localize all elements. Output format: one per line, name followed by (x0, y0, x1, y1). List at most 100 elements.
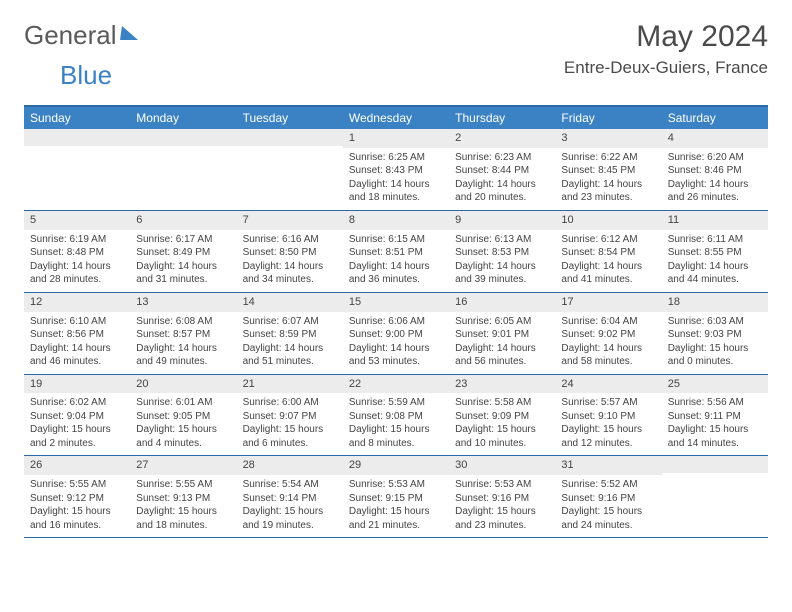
daylight-line2: and 56 minutes. (455, 355, 549, 369)
empty-cell (237, 129, 343, 210)
sunset-text: Sunset: 8:45 PM (561, 164, 655, 178)
day-cell: 22Sunrise: 5:59 AMSunset: 9:08 PMDayligh… (343, 375, 449, 456)
month-title: May 2024 (564, 20, 768, 54)
day-details: Sunrise: 5:58 AMSunset: 9:09 PMDaylight:… (449, 393, 555, 455)
daylight-line1: Daylight: 14 hours (243, 342, 337, 356)
daylight-line2: and 31 minutes. (136, 273, 230, 287)
day-details: Sunrise: 5:59 AMSunset: 9:08 PMDaylight:… (343, 393, 449, 455)
sunset-text: Sunset: 9:05 PM (136, 410, 230, 424)
day-cell: 26Sunrise: 5:55 AMSunset: 9:12 PMDayligh… (24, 456, 130, 537)
day-cell: 19Sunrise: 6:02 AMSunset: 9:04 PMDayligh… (24, 375, 130, 456)
weekday-header: Saturday (662, 107, 768, 129)
weekday-header: Tuesday (237, 107, 343, 129)
day-details: Sunrise: 6:16 AMSunset: 8:50 PMDaylight:… (237, 230, 343, 292)
sunrise-text: Sunrise: 5:53 AM (455, 478, 549, 492)
sunrise-text: Sunrise: 5:55 AM (30, 478, 124, 492)
sunrise-text: Sunrise: 5:52 AM (561, 478, 655, 492)
day-details: Sunrise: 6:25 AMSunset: 8:43 PMDaylight:… (343, 148, 449, 210)
day-details: Sunrise: 5:55 AMSunset: 9:13 PMDaylight:… (130, 475, 236, 537)
day-details: Sunrise: 6:07 AMSunset: 8:59 PMDaylight:… (237, 312, 343, 374)
daylight-line2: and 21 minutes. (349, 519, 443, 533)
day-cell: 7Sunrise: 6:16 AMSunset: 8:50 PMDaylight… (237, 211, 343, 292)
day-details: Sunrise: 6:05 AMSunset: 9:01 PMDaylight:… (449, 312, 555, 374)
day-cell: 23Sunrise: 5:58 AMSunset: 9:09 PMDayligh… (449, 375, 555, 456)
sunset-text: Sunset: 9:03 PM (668, 328, 762, 342)
daylight-line1: Daylight: 14 hours (30, 260, 124, 274)
day-details: Sunrise: 6:08 AMSunset: 8:57 PMDaylight:… (130, 312, 236, 374)
sunrise-text: Sunrise: 6:23 AM (455, 151, 549, 165)
calendar-grid: SundayMondayTuesdayWednesdayThursdayFrid… (24, 105, 768, 538)
daylight-line1: Daylight: 14 hours (30, 342, 124, 356)
sunset-text: Sunset: 8:55 PM (668, 246, 762, 260)
daylight-line2: and 6 minutes. (243, 437, 337, 451)
daylight-line1: Daylight: 14 hours (561, 260, 655, 274)
day-details: Sunrise: 6:10 AMSunset: 8:56 PMDaylight:… (24, 312, 130, 374)
sunset-text: Sunset: 9:13 PM (136, 492, 230, 506)
day-cell: 9Sunrise: 6:13 AMSunset: 8:53 PMDaylight… (449, 211, 555, 292)
sunrise-text: Sunrise: 6:00 AM (243, 396, 337, 410)
day-details: Sunrise: 5:57 AMSunset: 9:10 PMDaylight:… (555, 393, 661, 455)
day-number: 26 (24, 456, 130, 475)
day-cell: 14Sunrise: 6:07 AMSunset: 8:59 PMDayligh… (237, 293, 343, 374)
sunrise-text: Sunrise: 5:55 AM (136, 478, 230, 492)
daylight-line2: and 0 minutes. (668, 355, 762, 369)
daylight-line1: Daylight: 14 hours (455, 342, 549, 356)
daylight-line2: and 2 minutes. (30, 437, 124, 451)
day-cell: 15Sunrise: 6:06 AMSunset: 9:00 PMDayligh… (343, 293, 449, 374)
sunrise-text: Sunrise: 6:01 AM (136, 396, 230, 410)
day-number: 11 (662, 211, 768, 230)
sunset-text: Sunset: 8:56 PM (30, 328, 124, 342)
sunset-text: Sunset: 9:02 PM (561, 328, 655, 342)
calendar-page: General May 2024 Entre-Deux-Guiers, Fran… (0, 0, 792, 558)
sunset-text: Sunset: 8:48 PM (30, 246, 124, 260)
day-number: 7 (237, 211, 343, 230)
day-number (24, 129, 130, 146)
day-number: 18 (662, 293, 768, 312)
sunrise-text: Sunrise: 6:12 AM (561, 233, 655, 247)
day-number: 22 (343, 375, 449, 394)
daylight-line1: Daylight: 15 hours (455, 505, 549, 519)
day-number: 21 (237, 375, 343, 394)
day-cell: 28Sunrise: 5:54 AMSunset: 9:14 PMDayligh… (237, 456, 343, 537)
sunset-text: Sunset: 9:16 PM (561, 492, 655, 506)
day-details: Sunrise: 6:13 AMSunset: 8:53 PMDaylight:… (449, 230, 555, 292)
day-cell: 6Sunrise: 6:17 AMSunset: 8:49 PMDaylight… (130, 211, 236, 292)
day-cell: 13Sunrise: 6:08 AMSunset: 8:57 PMDayligh… (130, 293, 236, 374)
weekday-header-row: SundayMondayTuesdayWednesdayThursdayFrid… (24, 107, 768, 129)
sunset-text: Sunset: 9:04 PM (30, 410, 124, 424)
sunset-text: Sunset: 8:49 PM (136, 246, 230, 260)
daylight-line2: and 44 minutes. (668, 273, 762, 287)
brand-part1: General (24, 20, 117, 51)
sunset-text: Sunset: 8:46 PM (668, 164, 762, 178)
week-row: 5Sunrise: 6:19 AMSunset: 8:48 PMDaylight… (24, 211, 768, 293)
day-number: 27 (130, 456, 236, 475)
sunset-text: Sunset: 9:16 PM (455, 492, 549, 506)
day-number: 17 (555, 293, 661, 312)
daylight-line2: and 18 minutes. (136, 519, 230, 533)
daylight-line1: Daylight: 15 hours (349, 423, 443, 437)
daylight-line1: Daylight: 14 hours (136, 260, 230, 274)
day-number: 10 (555, 211, 661, 230)
sunset-text: Sunset: 9:14 PM (243, 492, 337, 506)
daylight-line2: and 28 minutes. (30, 273, 124, 287)
daylight-line2: and 20 minutes. (455, 191, 549, 205)
day-number: 13 (130, 293, 236, 312)
weekday-header: Monday (130, 107, 236, 129)
daylight-line2: and 26 minutes. (668, 191, 762, 205)
brand-logo: General (24, 20, 141, 51)
daylight-line1: Daylight: 14 hours (136, 342, 230, 356)
sunrise-text: Sunrise: 6:04 AM (561, 315, 655, 329)
daylight-line2: and 49 minutes. (136, 355, 230, 369)
day-number: 24 (555, 375, 661, 394)
daylight-line1: Daylight: 15 hours (30, 423, 124, 437)
sunrise-text: Sunrise: 6:19 AM (30, 233, 124, 247)
sunrise-text: Sunrise: 6:10 AM (30, 315, 124, 329)
day-cell: 20Sunrise: 6:01 AMSunset: 9:05 PMDayligh… (130, 375, 236, 456)
day-number: 3 (555, 129, 661, 148)
sunrise-text: Sunrise: 6:22 AM (561, 151, 655, 165)
day-number: 19 (24, 375, 130, 394)
day-cell: 29Sunrise: 5:53 AMSunset: 9:15 PMDayligh… (343, 456, 449, 537)
day-details: Sunrise: 5:53 AMSunset: 9:16 PMDaylight:… (449, 475, 555, 537)
day-cell: 18Sunrise: 6:03 AMSunset: 9:03 PMDayligh… (662, 293, 768, 374)
day-cell: 12Sunrise: 6:10 AMSunset: 8:56 PMDayligh… (24, 293, 130, 374)
